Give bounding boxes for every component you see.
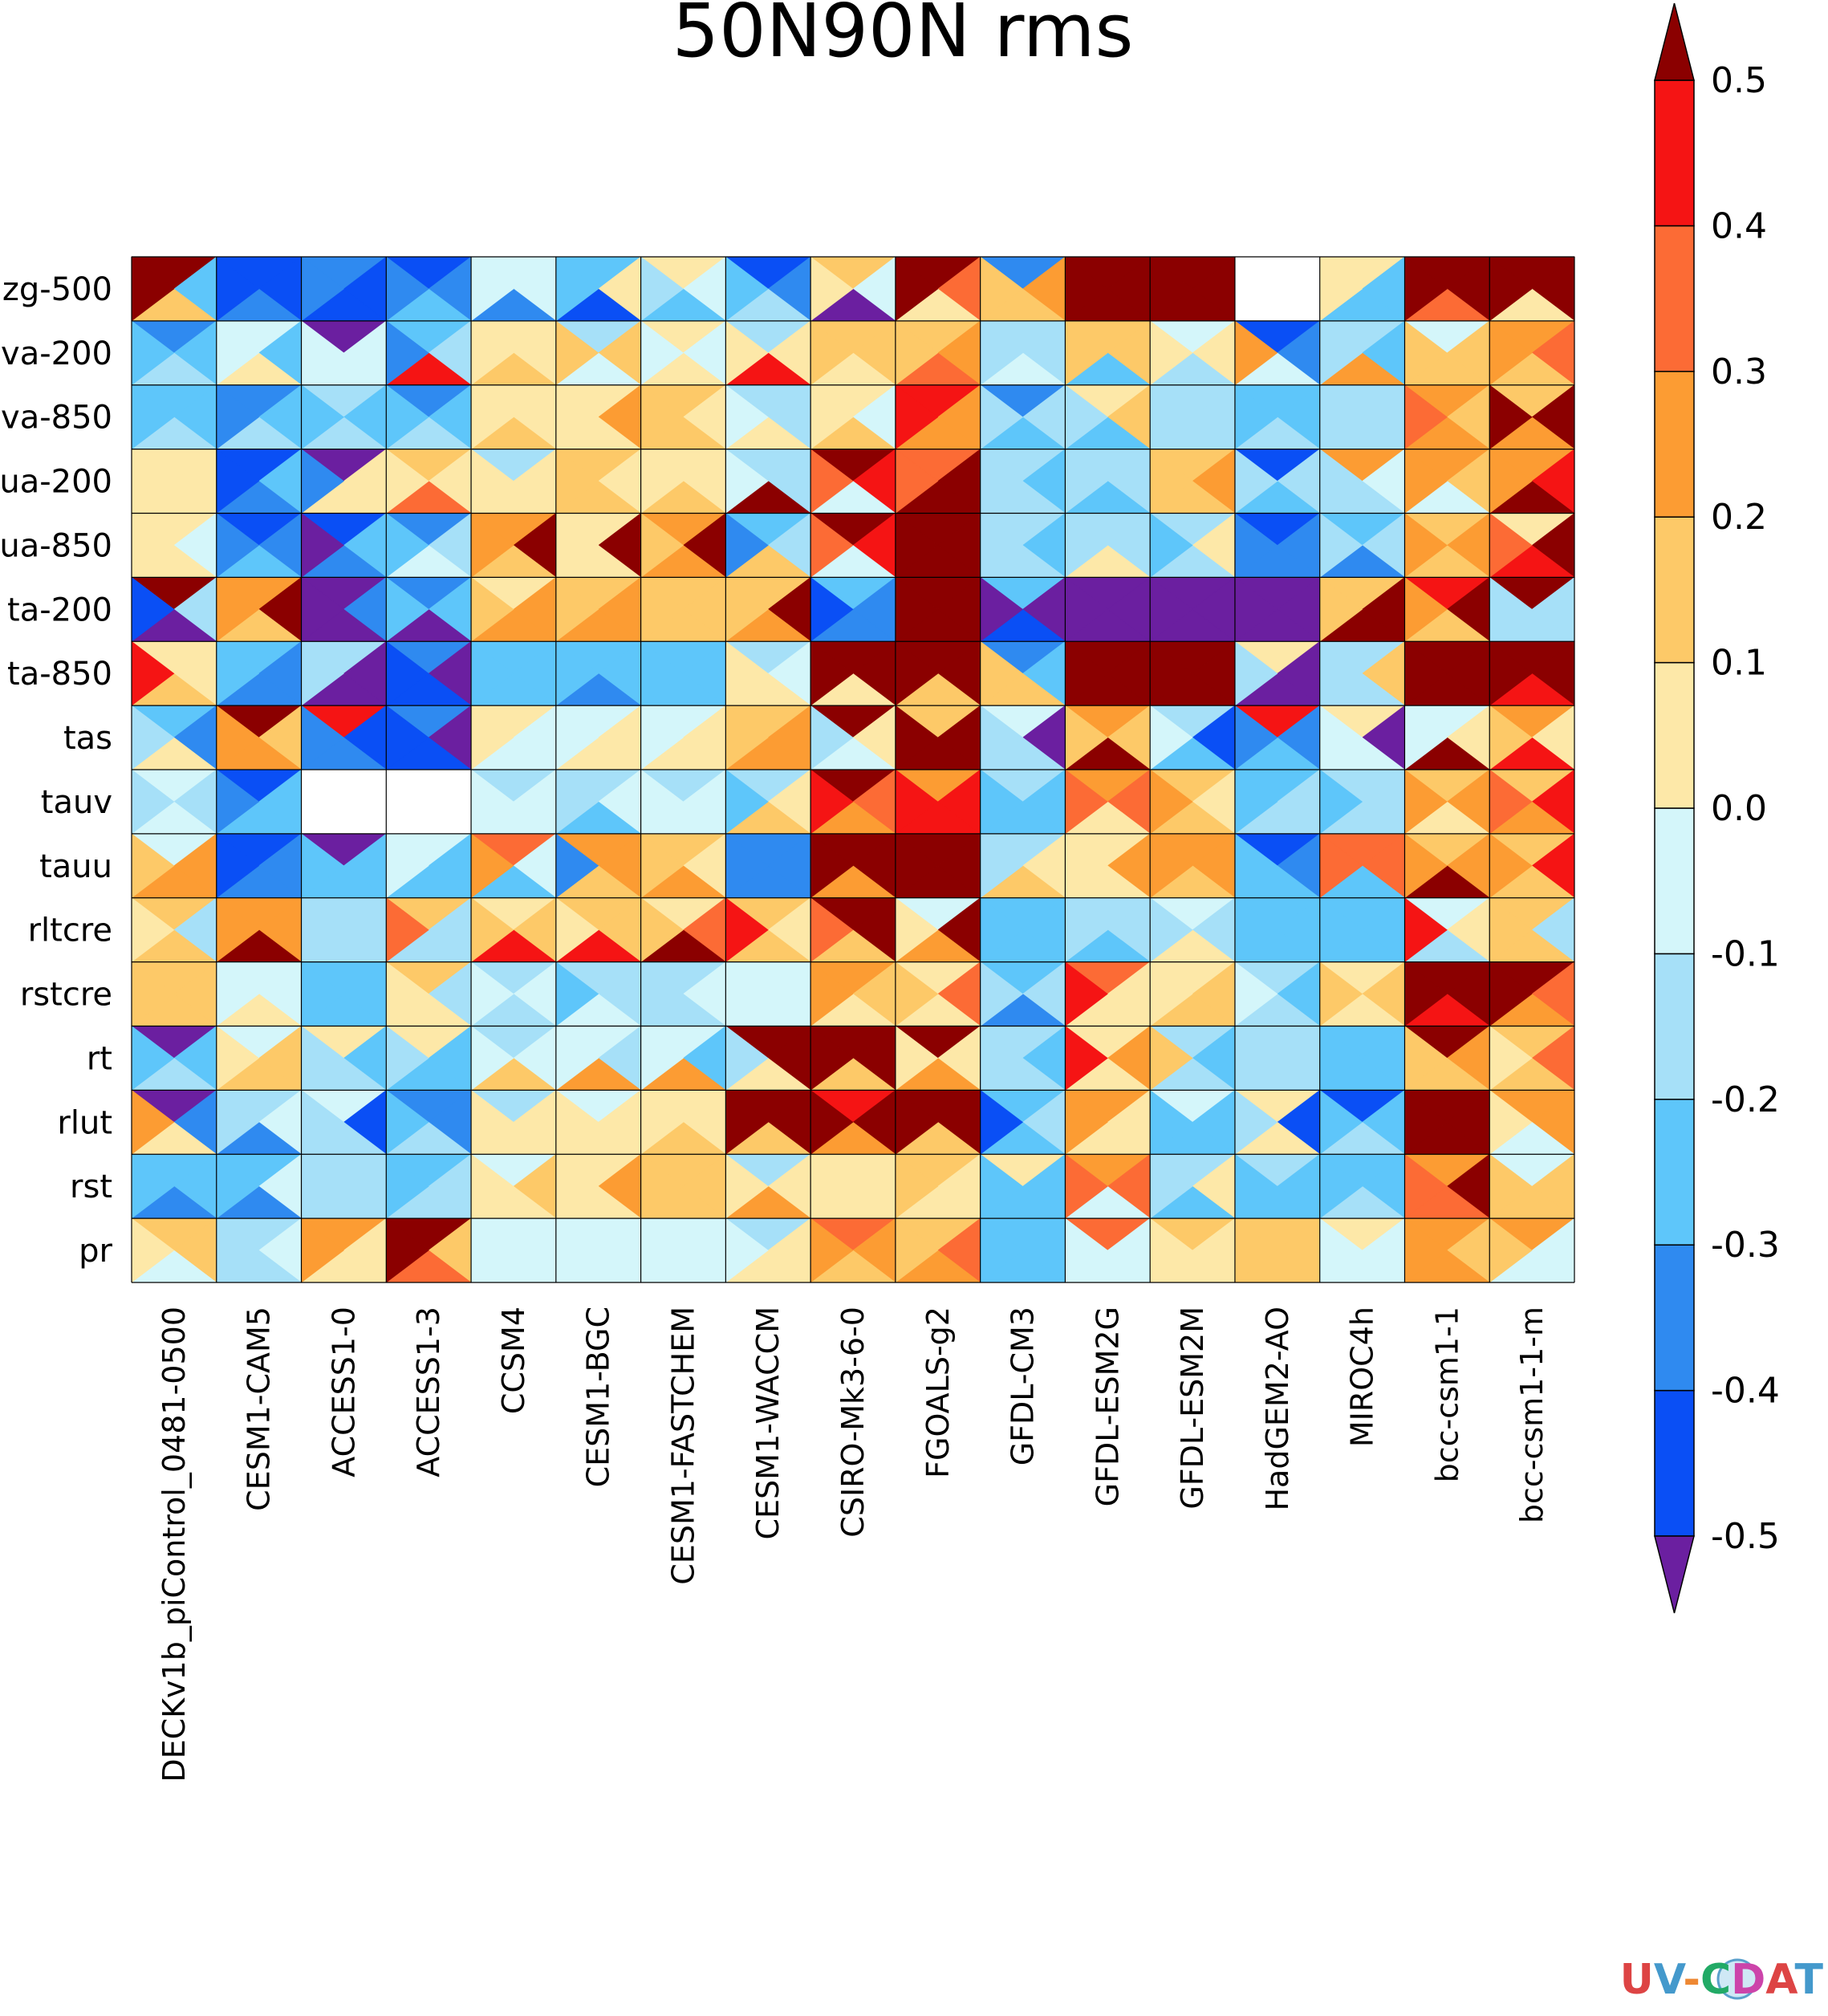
row-label: tauu — [39, 848, 112, 885]
row-label: ta-200 — [7, 591, 112, 628]
column-label: CESM1-WACCM — [750, 1307, 786, 1539]
row-label: rlut — [57, 1104, 112, 1141]
colorbar-extend-top — [1654, 2, 1695, 81]
colorbar-segment — [1654, 953, 1695, 1100]
row-label: tauv — [41, 784, 112, 821]
colorbar-segment — [1654, 1099, 1695, 1246]
column-label: bcc-csm1-1 — [1429, 1307, 1464, 1482]
colorbar-extend-bottom — [1654, 1535, 1695, 1614]
column-label: ACCESS1-0 — [326, 1307, 361, 1477]
row-label: tas — [63, 720, 112, 757]
column-label: DECKv1b_piControl_0481-0500 — [156, 1307, 192, 1782]
row-labels: zg-500 va-200 va-850 ua-200 ua-850 ta-200 ta-8… — [0, 271, 113, 1270]
row-label: rst — [70, 1169, 112, 1205]
colorbar-segment — [1654, 79, 1695, 227]
heatmap-cells — [131, 256, 1575, 1283]
colorbar-tick-label: 0.4 — [1711, 205, 1767, 246]
column-label: CESM1-CAM5 — [242, 1307, 277, 1511]
column-label: CCSM4 — [496, 1307, 531, 1414]
column-label: ACCESS1-3 — [411, 1307, 446, 1477]
colorbar-segment — [1654, 661, 1695, 809]
chart-title: 50N90N rms — [672, 0, 1134, 74]
colorbar-tick-label: -0.2 — [1711, 1079, 1780, 1120]
column-label: GFDL-CM3 — [1005, 1307, 1041, 1465]
column-label: MIROC4h — [1345, 1307, 1380, 1447]
row-label: rt — [87, 1040, 112, 1077]
row-label: pr — [79, 1233, 112, 1270]
colorbar-tick-label: -0.4 — [1711, 1371, 1780, 1412]
colorbar-tick-label: -0.3 — [1711, 1225, 1780, 1266]
colorbar-tick-label: 0.2 — [1711, 497, 1767, 538]
colorbar-segment — [1654, 225, 1695, 372]
row-label: ua-200 — [0, 464, 112, 501]
colorbar-tick-label: -0.5 — [1711, 1516, 1780, 1557]
row-label: va-200 — [1, 335, 112, 372]
colorbar-segment — [1654, 371, 1695, 518]
colorbar-tick-label: 0.5 — [1711, 60, 1767, 101]
row-label: ua-850 — [0, 527, 112, 564]
row-label: zg-500 — [2, 271, 112, 308]
column-label: CESM1-FASTCHEM — [665, 1307, 701, 1585]
heatmap-grid — [131, 256, 1575, 1283]
colorbar-segment — [1654, 516, 1695, 664]
colorbar-tick-label: 0.3 — [1711, 352, 1767, 392]
colorbar-segment — [1654, 807, 1695, 955]
colorbar-tick-label: 0.0 — [1711, 788, 1767, 829]
row-label: rstcre — [20, 977, 112, 1014]
column-label: HadGEM2-AO — [1260, 1307, 1295, 1511]
row-label: va-850 — [1, 400, 112, 437]
row-label: ta-850 — [7, 656, 112, 693]
colorbar: -0.5 -0.4 -0.3 -0.2 -0.1 0.0 0.1 0.2 0.3 0.4 0.5 — [1654, 2, 1780, 1614]
column-label: CSIRO-Mk3-6-0 — [835, 1307, 871, 1538]
row-label: rltcre — [28, 912, 112, 949]
colorbar-segment — [1654, 1389, 1695, 1537]
globe-icon — [1716, 1958, 1758, 2000]
uvcdat-logo-text: UV-CDAT — [1620, 1956, 1824, 2004]
column-labels: DECKv1b_piControl_0481-0500 CESM1-CAM5 ACC… — [156, 1307, 1550, 1782]
colorbar-tick-label: 0.1 — [1711, 643, 1767, 684]
column-label: bcc-csm1-1-m — [1514, 1307, 1550, 1523]
column-label: GFDL-ESM2M — [1175, 1307, 1210, 1510]
colorbar-segment — [1654, 1244, 1695, 1392]
column-label: FGOALS-g2 — [920, 1307, 956, 1478]
column-label: GFDL-ESM2G — [1090, 1307, 1125, 1506]
colorbar-tick-label: -0.1 — [1711, 933, 1780, 974]
uvcdat-logo: UV-CDAT — [1620, 1956, 1824, 2004]
column-label: CESM1-BGC — [581, 1307, 616, 1487]
